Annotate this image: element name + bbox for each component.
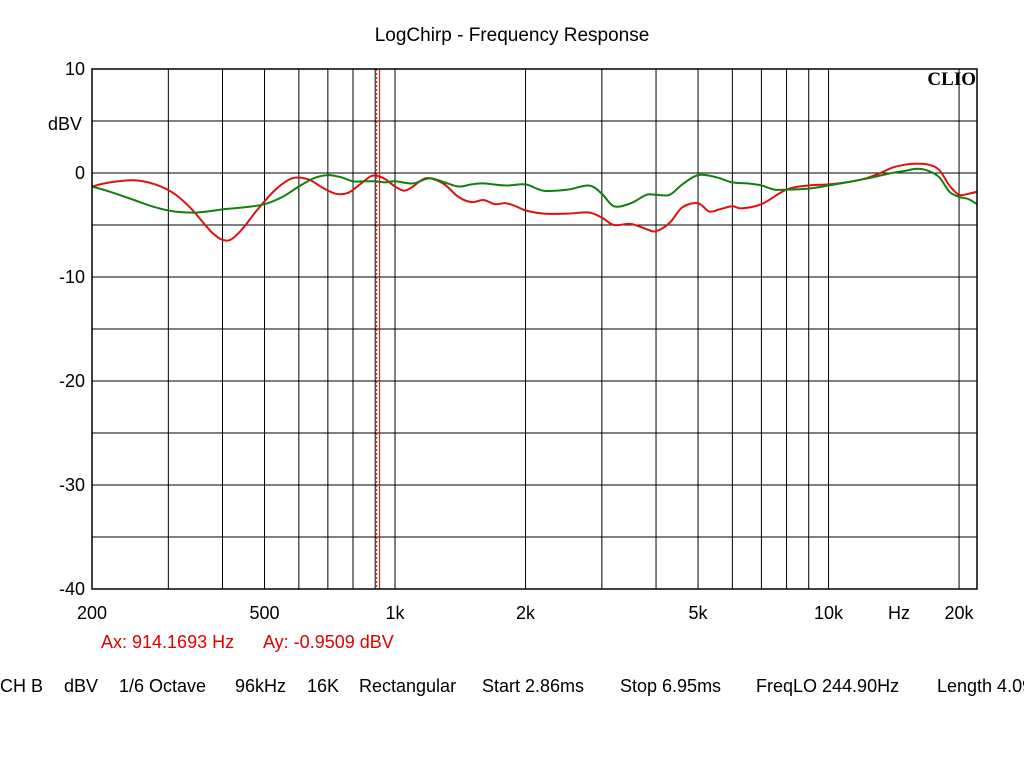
chart-title: LogChirp - Frequency Response [375, 25, 650, 46]
cursor-x-readout: Ax: 914.1693 Hz [101, 632, 234, 652]
clio-logo: CLIO [927, 69, 976, 90]
x-tick-label: 20k [945, 603, 975, 623]
cursor-y-readout: Ay: -0.9509 dBV [263, 632, 394, 652]
y-tick-label: -30 [59, 475, 85, 495]
status-freq-lo: FreqLO 244.90Hz [756, 676, 900, 696]
y-tick-label: -10 [59, 267, 85, 287]
x-tick-label: 5k [689, 603, 709, 623]
status-unit: dBV [64, 676, 99, 696]
x-tick-label: 500 [249, 603, 279, 623]
status-bar: CH B dBV 1/6 Octave 96kHz 16K Rectangula… [0, 676, 1024, 700]
status-start: Start 2.86ms [482, 676, 585, 696]
status-sample-rate: 96kHz [235, 676, 287, 696]
x-tick-label: 2k [516, 603, 536, 623]
frequency-response-chart: LogChirp - Frequency Response 10 0 -10 -20 -… [48, 25, 978, 652]
series-line-1 [91, 162, 978, 242]
status-stop: Stop 6.95ms [620, 676, 722, 696]
y-tick-label: -40 [59, 579, 85, 599]
status-smoothing: 1/6 Octave [119, 676, 207, 696]
x-tick-label: 200 [77, 603, 107, 623]
x-tick-label: 1k [386, 603, 406, 623]
y-tick-label: 10 [65, 59, 85, 79]
x-tick-label: 10k [814, 603, 844, 623]
axis-ticks: 10 0 -10 -20 -30 -40 200 500 1k 2k 5k 10k 20k [59, 59, 975, 623]
status-channel: CH B [0, 676, 44, 696]
plot-frame [91, 68, 978, 590]
x-axis-unit-label: Hz [888, 603, 910, 623]
y-tick-label: -20 [59, 371, 85, 391]
series-layer [91, 162, 978, 242]
y-tick-label: 0 [75, 163, 85, 183]
status-fft-size: 16K [307, 676, 340, 696]
chart-grid [92, 68, 977, 590]
cursor-layer[interactable] [376, 69, 381, 589]
series-line-2 [91, 167, 978, 214]
status-window: Rectangular [359, 676, 457, 696]
status-length: Length 4.09ms [937, 676, 1024, 696]
y-axis-label: dBV [48, 114, 82, 134]
